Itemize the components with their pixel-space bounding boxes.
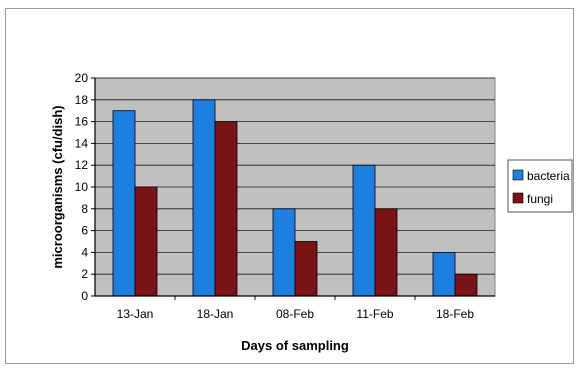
legend-swatch-bacteria (512, 169, 524, 181)
bar-bacteria-13-Jan (112, 110, 136, 297)
bar-fungi-13-Jan (134, 186, 158, 297)
legend: bacteria fungi (507, 159, 573, 213)
legend-swatch-fungi (512, 192, 524, 204)
y-tick-label: 4 (81, 245, 88, 259)
bar-fungi-08-Feb (294, 241, 318, 297)
x-tick-label: 13-Jan (117, 307, 154, 321)
legend-label-bacteria: bacteria (527, 169, 570, 183)
y-tick-label: 8 (81, 202, 88, 216)
bar-bacteria-08-Feb (272, 208, 296, 297)
x-tick-label: 18-Feb (436, 307, 474, 321)
bar-fungi-18-Feb (454, 273, 478, 297)
y-tick-label: 6 (81, 224, 88, 238)
y-tick-label: 14 (75, 136, 89, 150)
y-tick-label: 12 (75, 158, 89, 172)
legend-box (507, 159, 573, 213)
bar-bacteria-18-Feb (432, 251, 456, 297)
y-tick-label: 20 (75, 71, 89, 85)
x-axis-title: Days of sampling (241, 338, 349, 353)
x-tick-labels: 13-Jan 18-Jan 08-Feb 11-Feb 18-Feb (117, 296, 474, 321)
bar-bacteria-18-Jan (192, 99, 216, 297)
y-tick-labels: 0 2 4 6 8 10 12 14 16 18 20 (75, 71, 95, 303)
bar-fungi-11-Feb (374, 208, 398, 297)
x-tick-label: 08-Feb (276, 307, 314, 321)
y-tick-label: 16 (75, 115, 89, 129)
x-tick-label: 11-Feb (356, 307, 393, 321)
x-tick-label: 18-Jan (197, 307, 234, 321)
y-tick-label: 0 (81, 289, 88, 303)
bar-fungi-18-Jan (214, 121, 238, 297)
bar-bacteria-11-Feb (352, 164, 376, 297)
y-tick-label: 18 (75, 93, 89, 107)
y-axis-title: microorganisms (cfu/dish) (50, 105, 65, 268)
y-tick-label: 2 (81, 267, 88, 281)
bars (112, 99, 478, 297)
y-tick-label: 10 (75, 180, 89, 194)
legend-label-fungi: fungi (527, 192, 553, 206)
